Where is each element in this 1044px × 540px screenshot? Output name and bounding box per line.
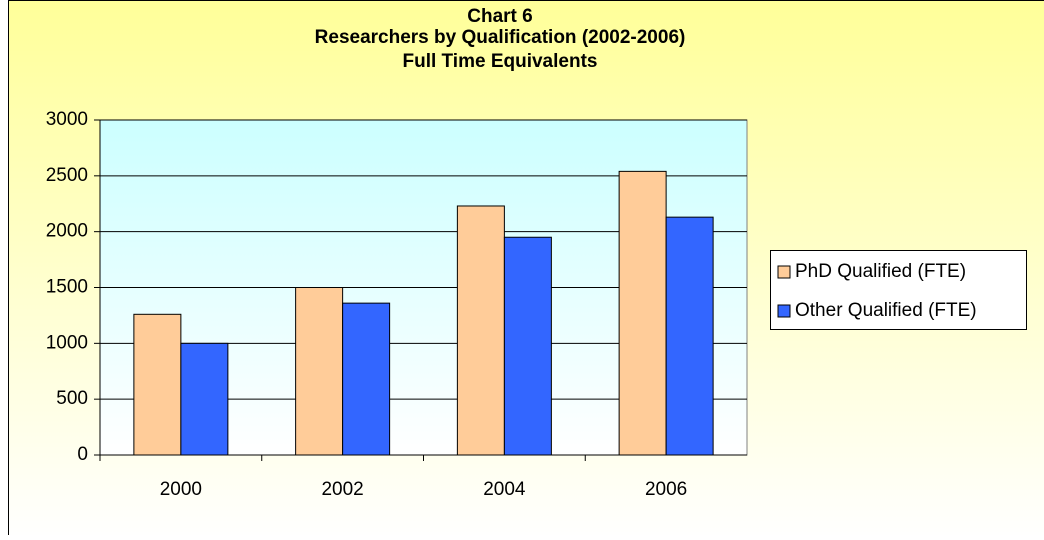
y-tick-label: 3000 [46,109,88,130]
y-tick-label: 2500 [46,165,88,186]
bar [343,303,390,455]
y-tick-label: 1000 [46,332,88,353]
x-tick-label: 2006 [645,479,687,500]
y-tick-label: 0 [77,444,88,465]
bar [666,217,713,455]
bar [504,237,551,455]
bar [619,171,666,455]
chart-title: Chart 6 [467,6,532,27]
bar [457,206,504,455]
legend-label: Other Qualified (FTE) [795,300,977,321]
bar [296,288,343,456]
y-tick-label: 1500 [46,277,88,298]
legend-label: PhD Qualified (FTE) [795,261,966,282]
bar [134,314,181,455]
y-tick-label: 500 [56,388,88,409]
x-tick-label: 2002 [321,479,363,500]
bar [181,343,228,455]
x-tick-label: 2000 [160,479,202,500]
y-tick-label: 2000 [46,221,88,242]
chart-title: Researchers by Qualification (2002-2006) [315,27,686,48]
legend-swatch [778,305,790,317]
chart-title: Full Time Equivalents [403,51,598,72]
x-tick-label: 2004 [483,479,526,500]
legend-swatch [778,266,790,278]
